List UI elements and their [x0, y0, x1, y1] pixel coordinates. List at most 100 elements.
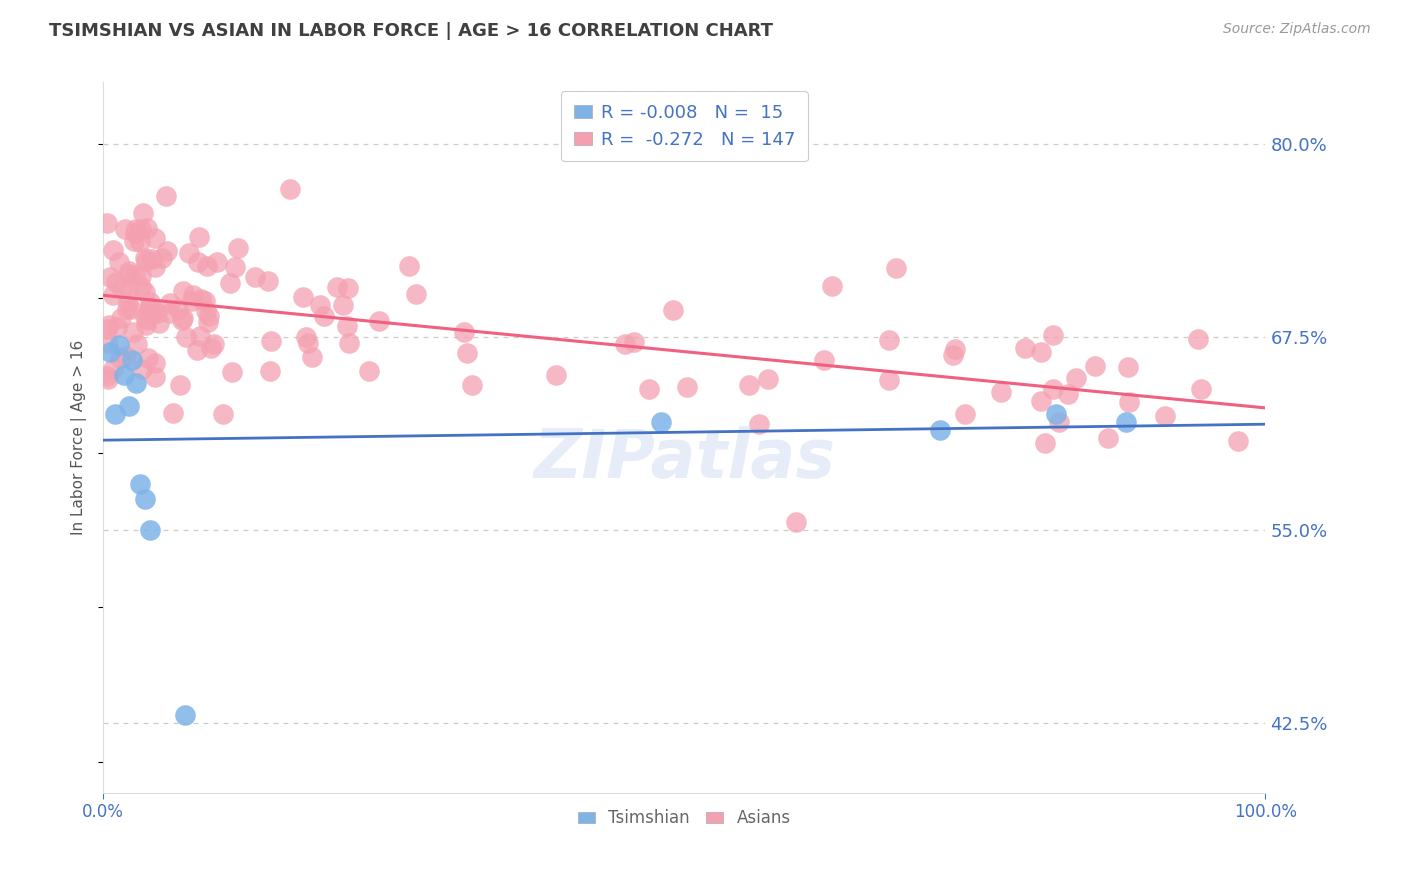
Point: [118, 281, 141, 295]
Point: [103, 288, 125, 302]
Point: [738, 377, 761, 392]
Point: [1115, 415, 1137, 429]
Point: [169, 378, 191, 392]
Point: [181, 288, 204, 302]
Point: [156, 244, 179, 259]
Point: [1029, 393, 1052, 408]
Point: [110, 311, 132, 326]
Point: [1097, 431, 1119, 445]
Point: [134, 285, 156, 299]
Point: [141, 252, 163, 267]
Point: [544, 368, 567, 383]
Point: [1033, 436, 1056, 450]
Point: [202, 336, 225, 351]
Point: [195, 304, 218, 318]
Point: [337, 281, 360, 295]
Point: [785, 515, 807, 529]
Text: TSIMSHIAN VS ASIAN IN LABOR FORCE | AGE > 16 CORRELATION CHART: TSIMSHIAN VS ASIAN IN LABOR FORCE | AGE …: [49, 22, 773, 40]
Point: [1042, 327, 1064, 342]
Point: [221, 365, 243, 379]
Point: [135, 254, 157, 268]
Point: [97, 318, 120, 332]
Point: [135, 220, 157, 235]
Point: [159, 296, 181, 310]
Point: [108, 337, 131, 351]
Point: [1187, 332, 1209, 346]
Point: [101, 244, 124, 258]
Point: [186, 343, 208, 358]
Point: [125, 376, 148, 391]
Point: [297, 335, 319, 350]
Point: [813, 352, 835, 367]
Point: [152, 251, 174, 265]
Point: [143, 370, 166, 384]
Point: [1189, 382, 1212, 396]
Point: [200, 342, 222, 356]
Point: [143, 260, 166, 275]
Point: [456, 345, 478, 359]
Point: [661, 303, 683, 318]
Point: [336, 318, 359, 333]
Point: [136, 312, 159, 326]
Point: [114, 222, 136, 236]
Point: [821, 279, 844, 293]
Point: [260, 334, 283, 348]
Point: [139, 295, 162, 310]
Point: [1118, 394, 1140, 409]
Point: [141, 306, 163, 320]
Point: [1116, 360, 1139, 375]
Point: [1047, 416, 1070, 430]
Point: [131, 362, 153, 376]
Point: [188, 329, 211, 343]
Point: [135, 318, 157, 332]
Point: [125, 337, 148, 351]
Point: [138, 523, 160, 537]
Point: [118, 267, 141, 281]
Point: [955, 407, 977, 421]
Point: [108, 351, 131, 365]
Point: [637, 382, 659, 396]
Point: [312, 309, 335, 323]
Point: [180, 294, 202, 309]
Point: [115, 302, 138, 317]
Point: [179, 245, 201, 260]
Point: [172, 311, 194, 326]
Point: [398, 259, 420, 273]
Point: [148, 316, 170, 330]
Point: [129, 476, 152, 491]
Y-axis label: In Labor Force | Age > 16: In Labor Force | Age > 16: [72, 340, 87, 535]
Point: [114, 349, 136, 363]
Point: [108, 254, 131, 268]
Point: [98, 270, 121, 285]
Point: [138, 351, 160, 366]
Point: [1045, 407, 1067, 421]
Point: [614, 337, 637, 351]
Point: [1057, 387, 1080, 401]
Point: [219, 277, 242, 291]
Point: [461, 378, 484, 392]
Point: [877, 333, 900, 347]
Point: [143, 231, 166, 245]
Point: [125, 222, 148, 236]
Point: [157, 306, 180, 320]
Point: [197, 315, 219, 329]
Point: [97, 372, 120, 386]
Point: [98, 345, 121, 359]
Point: [1042, 382, 1064, 396]
Point: [96, 216, 118, 230]
Point: [326, 280, 349, 294]
Point: [162, 406, 184, 420]
Point: [117, 296, 139, 310]
Point: [1227, 434, 1250, 448]
Point: [368, 314, 391, 328]
Point: [101, 362, 124, 376]
Point: [190, 292, 212, 306]
Point: [167, 301, 190, 316]
Point: [1031, 344, 1053, 359]
Text: Source: ZipAtlas.com: Source: ZipAtlas.com: [1223, 22, 1371, 37]
Point: [942, 348, 965, 362]
Point: [105, 319, 128, 334]
Point: [245, 270, 267, 285]
Point: [675, 380, 697, 394]
Point: [134, 310, 156, 324]
